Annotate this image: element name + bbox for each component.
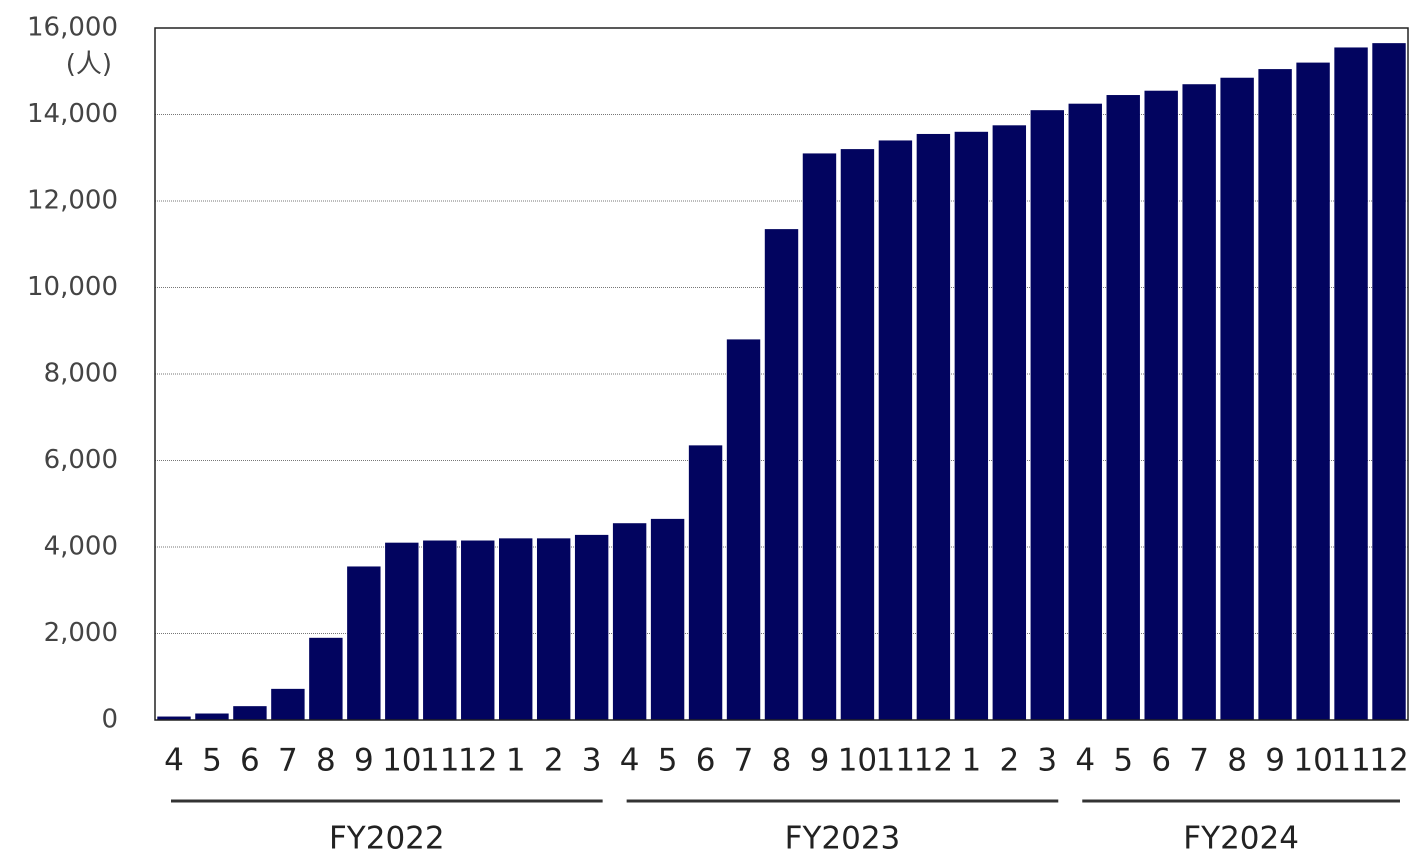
bar	[916, 133, 951, 720]
bar	[499, 538, 533, 720]
x-tick-label: 8	[1227, 743, 1247, 779]
x-tick-label: 6	[1151, 743, 1171, 779]
bar	[688, 445, 723, 720]
x-tick-label: 4	[1075, 743, 1095, 779]
x-tick-label: 7	[278, 743, 298, 779]
y-tick-label: 8,000	[44, 359, 118, 389]
x-tick-label: 11	[876, 743, 915, 779]
x-tick-label: 8	[772, 743, 792, 779]
x-tick-label: 6	[696, 743, 716, 779]
x-tick-label: 3	[1037, 743, 1057, 779]
bar	[271, 688, 305, 720]
group-label: FY2022	[329, 821, 445, 857]
y-tick-label: 4,000	[44, 532, 118, 562]
x-tick-label: 5	[1113, 743, 1133, 779]
y-tick-label: 2,000	[44, 618, 118, 648]
bar	[878, 140, 913, 720]
x-tick-label: 9	[1265, 743, 1285, 779]
bar	[992, 125, 1027, 720]
bar	[536, 538, 571, 720]
bar	[1258, 69, 1292, 720]
bar	[1068, 103, 1102, 720]
x-tick-label: 5	[658, 743, 678, 779]
x-tick-label: 12	[1369, 743, 1408, 779]
x-tick-label: 5	[202, 743, 222, 779]
x-tick-label: 10	[1293, 743, 1332, 779]
x-tick-label: 2	[544, 743, 564, 779]
bar	[574, 534, 609, 720]
x-tick-label: 4	[164, 743, 184, 779]
y-tick-label: 16,000	[27, 13, 118, 43]
bar	[233, 706, 267, 720]
plot-frame	[154, 27, 1409, 721]
x-tick-label: 12	[914, 743, 953, 779]
bar	[726, 339, 761, 720]
bar	[764, 229, 799, 721]
y-axis-label: (人)	[66, 50, 112, 80]
x-tick-label: 7	[1189, 743, 1209, 779]
bar	[802, 153, 837, 721]
group-label: FY2023	[785, 821, 901, 857]
y-tick-label: 12,000	[27, 186, 118, 216]
bar	[385, 542, 419, 720]
x-tick-label: 2	[999, 743, 1019, 779]
bar	[423, 540, 457, 720]
x-tick-label: 11	[1331, 743, 1370, 779]
y-tick-label: 0	[101, 705, 118, 735]
x-tick-label: 9	[810, 743, 830, 779]
x-tick-label: 1	[506, 743, 526, 779]
bar	[195, 713, 229, 720]
x-tick-label: 12	[458, 743, 497, 779]
group-label: FY2024	[1183, 821, 1299, 857]
y-tick-label: 6,000	[44, 445, 118, 475]
bar	[309, 637, 343, 720]
bar	[1144, 90, 1178, 720]
bar	[347, 566, 381, 720]
bar	[1030, 110, 1064, 721]
x-tick-label: 9	[354, 743, 374, 779]
y-tick-label: 10,000	[27, 272, 118, 302]
bar	[1334, 47, 1368, 720]
x-tick-label: 11	[420, 743, 459, 779]
x-tick-label: 7	[734, 743, 754, 779]
y-tick-label: 14,000	[27, 99, 118, 129]
x-tick-label: 1	[961, 743, 981, 779]
bar	[157, 716, 191, 720]
x-tick-label: 3	[582, 743, 602, 779]
x-tick-label: 6	[240, 743, 260, 779]
bar	[1182, 84, 1216, 721]
x-tick-label: 4	[620, 743, 640, 779]
bar	[1106, 95, 1140, 721]
bar	[1372, 43, 1406, 720]
bar	[1296, 62, 1330, 721]
bar	[954, 131, 989, 721]
bar	[461, 540, 495, 720]
x-tick-label: 10	[382, 743, 421, 779]
x-tick-label: 10	[838, 743, 877, 779]
x-tick-label: 8	[316, 743, 336, 779]
bar	[650, 518, 685, 720]
bar	[612, 523, 647, 720]
bar	[1220, 77, 1254, 721]
bar	[840, 149, 875, 721]
